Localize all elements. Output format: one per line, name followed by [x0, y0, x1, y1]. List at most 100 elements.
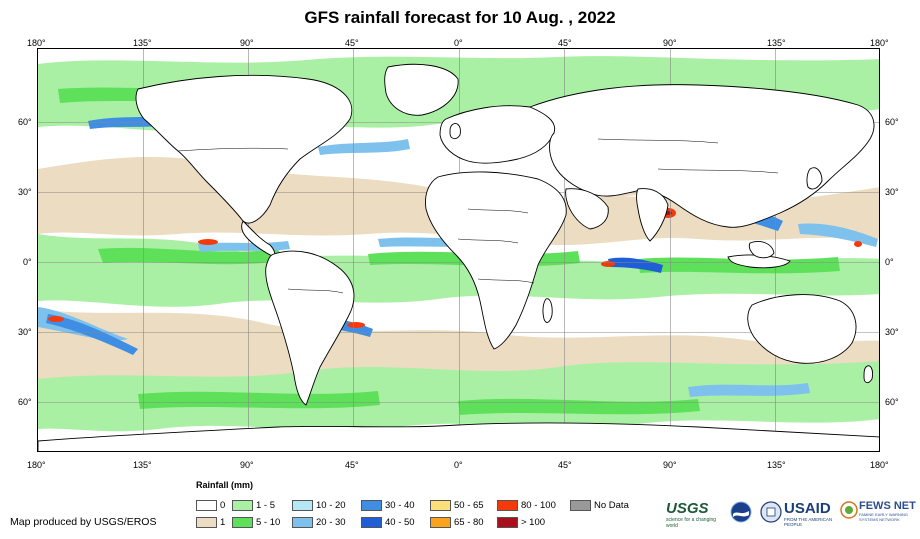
fewsnet-logo-tagline: FAMINE EARLY WARNING SYSTEMS NETWORK — [859, 512, 909, 522]
legend-swatch — [497, 516, 518, 528]
lon-tick-top: 45° — [345, 38, 359, 48]
usgs-logo-text: USGS — [666, 500, 709, 517]
legend-label: 50 - 65 — [454, 499, 484, 511]
legend-label: 30 - 40 — [385, 499, 415, 511]
lon-tick-top: 135° — [767, 38, 786, 48]
antarctica — [38, 422, 879, 451]
legend-label: > 100 — [521, 516, 546, 528]
lat-tick-right: 30° — [885, 327, 899, 337]
fewsnet-emblem-icon — [840, 501, 858, 519]
lat-tick-right: 60° — [885, 117, 899, 127]
lon-tick-bottom: 0° — [454, 460, 463, 470]
lon-tick-top: 180° — [870, 38, 889, 48]
india — [636, 188, 669, 242]
lon-tick-bottom: 90° — [240, 460, 254, 470]
arabian-peninsula — [565, 188, 609, 230]
legend-swatch — [232, 499, 253, 511]
legend-item: 50 - 65 — [430, 499, 484, 511]
legend-label: 1 — [220, 516, 226, 528]
lon-tick-bottom: 45° — [345, 460, 359, 470]
legend-item: 1 - 5 — [232, 499, 275, 511]
lat-tick-left: 0° — [23, 257, 32, 267]
legend-item: 30 - 40 — [361, 499, 415, 511]
lon-tick-top: 0° — [454, 38, 463, 48]
legend-label: No Data — [594, 499, 629, 511]
lon-tick-bottom: 180° — [870, 460, 889, 470]
usgs-logo-tagline: science for a changing world — [666, 517, 717, 529]
legend-label: 1 - 5 — [256, 499, 276, 511]
lat-tick-right: 30° — [885, 187, 899, 197]
borneo — [748, 241, 775, 259]
legend-item: 20 - 30 — [292, 516, 346, 528]
legend-swatch — [196, 499, 217, 511]
dhs-seal — [760, 501, 782, 528]
noaa-emblem-icon — [730, 501, 752, 523]
legend-item: 1 — [196, 516, 225, 528]
continents — [38, 63, 879, 451]
legend-swatch — [232, 516, 253, 528]
lon-tick-bottom: 135° — [767, 460, 786, 470]
legend-label: 5 - 10 — [256, 516, 281, 528]
lat-tick-right: 60° — [885, 397, 899, 407]
legend-swatch — [570, 499, 591, 511]
south-america — [265, 250, 355, 406]
australia — [747, 294, 857, 364]
seal-icon — [760, 501, 782, 523]
legend-item: 40 - 50 — [361, 516, 415, 528]
fewsnet-logo: FEWS NET FAMINE EARLY WARNING SYSTEMS NE… — [840, 500, 916, 522]
map-credit: Map produced by USGS/EROS — [10, 516, 157, 528]
legend-swatch — [292, 516, 313, 528]
europe — [439, 105, 556, 164]
legend-label: 10 - 20 — [316, 499, 346, 511]
new-zealand — [863, 365, 873, 384]
rainfall-map — [37, 48, 880, 452]
legend-label: 40 - 50 — [385, 516, 415, 528]
noaa-logo — [730, 501, 752, 528]
legend-label: 65 - 80 — [454, 516, 484, 528]
japan — [806, 167, 823, 190]
lon-tick-top: 90° — [663, 38, 677, 48]
lat-tick-right: 0° — [885, 257, 894, 267]
legend-item: 0 — [196, 499, 225, 511]
lon-tick-bottom: 135° — [133, 460, 152, 470]
north-america — [135, 74, 353, 224]
legend-label: 0 — [220, 499, 226, 511]
usaid-logo: USAID FROM THE AMERICAN PEOPLE — [784, 500, 838, 527]
lat-tick-left: 60° — [18, 397, 32, 407]
legend-item: No Data — [570, 499, 629, 511]
legend-label: 80 - 100 — [521, 499, 556, 511]
legend-title: Rainfall (mm) — [196, 480, 254, 490]
madagascar — [542, 298, 553, 323]
lat-tick-left: 30° — [18, 187, 32, 197]
greenland — [384, 63, 459, 116]
lat-tick-left: 30° — [18, 327, 32, 337]
country-borders — [177, 138, 779, 294]
lon-tick-bottom: 180° — [27, 460, 46, 470]
legend-swatch — [196, 516, 217, 528]
lon-tick-bottom: 45° — [558, 460, 572, 470]
lon-tick-top: 135° — [133, 38, 152, 48]
usgs-logo: USGS science for a changing world — [666, 500, 728, 529]
fewsnet-logo-text: FEWS NET — [859, 500, 916, 512]
legend-item: 80 - 100 — [497, 499, 556, 511]
lon-tick-top: 45° — [558, 38, 572, 48]
legend-swatch — [361, 499, 382, 511]
africa — [425, 171, 567, 350]
lon-tick-bottom: 90° — [663, 460, 677, 470]
legend-item: > 100 — [497, 516, 545, 528]
legend-swatch — [430, 499, 451, 511]
legend-item: 10 - 20 — [292, 499, 346, 511]
legend-swatch — [361, 516, 382, 528]
usaid-logo-tagline: FROM THE AMERICAN PEOPLE — [784, 517, 833, 527]
lon-tick-top: 90° — [240, 38, 254, 48]
legend-swatch — [430, 516, 451, 528]
legend-item: 5 - 10 — [232, 516, 280, 528]
legend-swatch — [497, 499, 518, 511]
legend-label: 20 - 30 — [316, 516, 346, 528]
rainfall-map-svg — [38, 49, 879, 451]
british-isles — [449, 123, 461, 140]
legend-item: 65 - 80 — [430, 516, 484, 528]
lat-tick-left: 60° — [18, 117, 32, 127]
usaid-logo-text: USAID — [784, 500, 831, 517]
lon-tick-top: 180° — [27, 38, 46, 48]
